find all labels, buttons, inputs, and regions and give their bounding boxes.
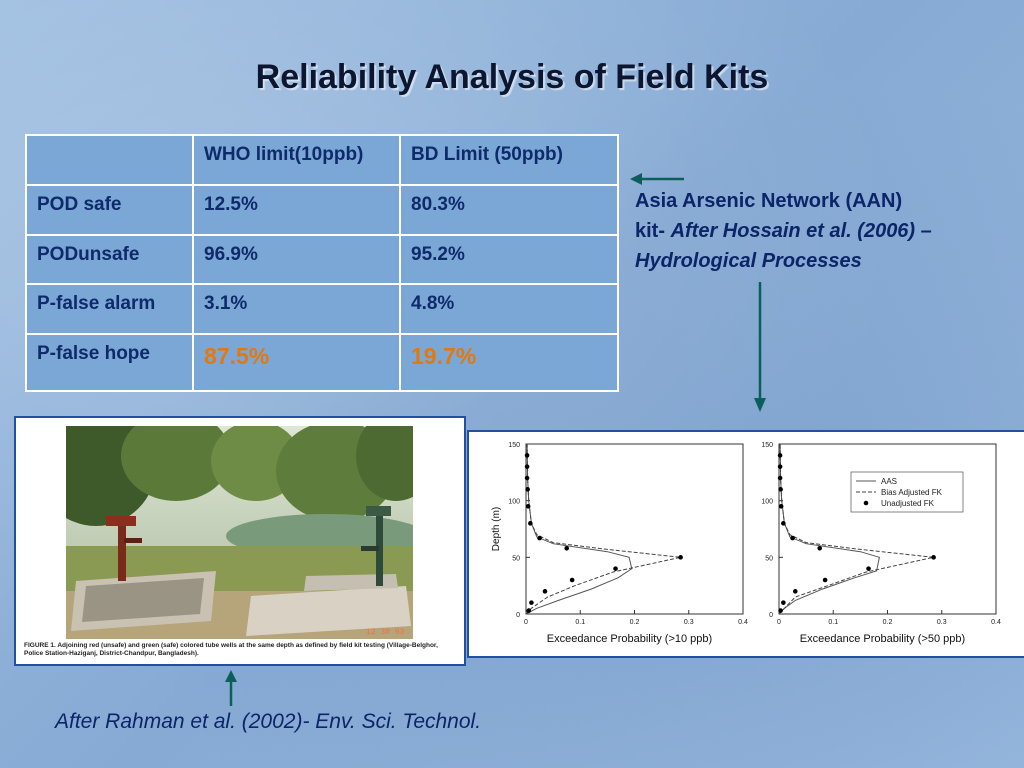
unadjusted-fk-point (524, 453, 530, 458)
plot-frame (778, 443, 997, 615)
unadjusted-fk-point (790, 535, 795, 541)
y-tick-label: 100 (761, 499, 773, 506)
unadjusted-fk-point (525, 487, 530, 492)
unadjusted-fk-point (777, 464, 783, 469)
table-row: PODunsafe 96.9% 95.2% (25, 233, 619, 286)
tube-well-photo: 12 30 93 (66, 426, 413, 639)
who-value-highlight: 87.5% (192, 333, 401, 392)
unadjusted-fk-point (778, 608, 783, 613)
exceedance-chart-panel: 0 0.1 0.2 0.3 0.4 0 50 100 150 Exceedance Probabi… (467, 430, 1024, 658)
unadjusted-fk-point (526, 608, 532, 613)
legend-label: AAS (881, 477, 897, 486)
unadjusted-fk-point (524, 464, 530, 469)
unadjusted-fk-point (613, 566, 618, 571)
unadjusted-fk-point (529, 600, 534, 605)
unadjusted-fk-point (537, 535, 542, 541)
unadjusted-fk-point (781, 600, 786, 605)
unadjusted-fk-point (931, 555, 936, 560)
table-row: P-false alarm 3.1% 4.8% (25, 283, 619, 336)
x-axis-label: Exceedance Probability (>50 ppb) (800, 633, 965, 645)
bd-value: 4.8% (399, 283, 619, 336)
unadjusted-fk-point (678, 555, 683, 560)
y-tick-label: 50 (765, 555, 773, 562)
y-axis-label: Depth (m) (491, 507, 502, 551)
unadjusted-fk-point (778, 487, 783, 492)
row-label: P-false hope (25, 333, 194, 392)
plot-frame (525, 443, 744, 615)
x-tick-label: 0.4 (738, 619, 748, 626)
unadjusted-fk-point (542, 589, 548, 594)
down-arrow-icon (754, 282, 766, 412)
aan-kit-prefix: kit- (635, 220, 671, 242)
unadjusted-fk-point (525, 504, 531, 509)
unadjusted-fk-point (524, 475, 530, 481)
legend-swatch-point (863, 500, 869, 506)
table-header-empty (25, 134, 194, 186)
x-tick-label: 0 (777, 619, 781, 626)
table-header-bd: BD Limit (50ppb) (399, 134, 619, 186)
table-row: P-false hope 87.5% 19.7% (25, 333, 619, 392)
bias-adjusted-fk-line (525, 443, 681, 615)
table-header-who: WHO limit(10ppb) (192, 134, 401, 186)
legend-label: Bias Adjusted FK (881, 488, 943, 497)
x-tick-label: 0.3 (937, 619, 947, 626)
unadjusted-fk-point (777, 475, 783, 481)
x-tick-label: 0.1 (828, 619, 838, 626)
y-tick-label: 150 (761, 442, 773, 449)
photo-figure-panel: 12 30 93 FIGURE 1. Adjoining red (unsafe… (14, 416, 466, 666)
who-value: 3.1% (192, 283, 401, 336)
source-caption: After Rahman et al. (2002)- Env. Sci. Te… (55, 710, 482, 733)
aas-line (525, 443, 633, 615)
bd-value: 95.2% (399, 233, 619, 286)
figure-caption: FIGURE 1. Adjoining red (unsafe) and gre… (24, 642, 438, 658)
unadjusted-fk-point (781, 521, 786, 526)
table-header-row: WHO limit(10ppb) BD Limit (50ppb) (25, 134, 619, 186)
x-tick-label: 0.1 (575, 619, 585, 626)
aan-note: Asia Arsenic Network (AAN) kit- After Ho… (635, 186, 1020, 276)
x-tick-label: 0.2 (883, 619, 893, 626)
unadjusted-fk-point (822, 577, 828, 583)
unadjusted-fk-point (778, 504, 784, 509)
reliability-table: WHO limit(10ppb) BD Limit (50ppb) POD sa… (25, 134, 619, 392)
y-tick-label: 0 (516, 612, 520, 619)
unadjusted-fk-point (792, 589, 798, 594)
aan-line-2: kit- After Hossain et al. (2006) – (635, 216, 1020, 246)
photo-stamp: 12 30 93 (366, 628, 405, 637)
exceedance-charts-svg: 0 0.1 0.2 0.3 0.4 0 50 100 150 Exceedance Probabi… (491, 442, 1001, 645)
y-tick-label: 150 (508, 442, 520, 449)
slide-title: Reliability Analysis of Field Kits (255, 58, 769, 96)
unadjusted-fk-point (777, 453, 783, 458)
y-tick-label: 100 (508, 499, 520, 506)
unadjusted-fk-point (564, 545, 569, 551)
unadjusted-fk-point (569, 577, 575, 583)
row-label: POD safe (25, 183, 194, 236)
bias-adjusted-fk-line (778, 443, 934, 615)
x-tick-label: 0 (524, 619, 528, 626)
up-arrow-icon (225, 670, 237, 706)
unadjusted-fk-point (866, 566, 871, 571)
y-tick-label: 0 (769, 612, 773, 619)
bd-value: 80.3% (399, 183, 619, 236)
y-tick-label: 50 (512, 555, 520, 562)
row-label: PODunsafe (25, 233, 194, 286)
legend-label: Unadjusted FK (881, 499, 935, 508)
x-tick-label: 0.2 (630, 619, 640, 626)
who-value: 96.9% (192, 233, 401, 286)
aan-line-1: Asia Arsenic Network (AAN) (635, 190, 903, 212)
aan-journal: Hydrological Processes (635, 250, 862, 272)
left-arrow-icon (630, 173, 684, 185)
who-value: 12.5% (192, 183, 401, 236)
aan-citation: After Hossain et al. (2006) – (670, 220, 932, 242)
unadjusted-fk-point (528, 521, 533, 526)
table-row: POD safe 12.5% 80.3% (25, 183, 619, 236)
unadjusted-fk-point (817, 545, 822, 551)
x-axis-label: Exceedance Probability (>10 ppb) (547, 633, 712, 645)
bd-value-highlight: 19.7% (399, 333, 619, 392)
x-tick-label: 0.4 (991, 619, 1001, 626)
aas-line (778, 443, 880, 615)
x-tick-label: 0.3 (684, 619, 694, 626)
aan-line-3: Hydrological Processes (635, 246, 1020, 276)
row-label: P-false alarm (25, 283, 194, 336)
